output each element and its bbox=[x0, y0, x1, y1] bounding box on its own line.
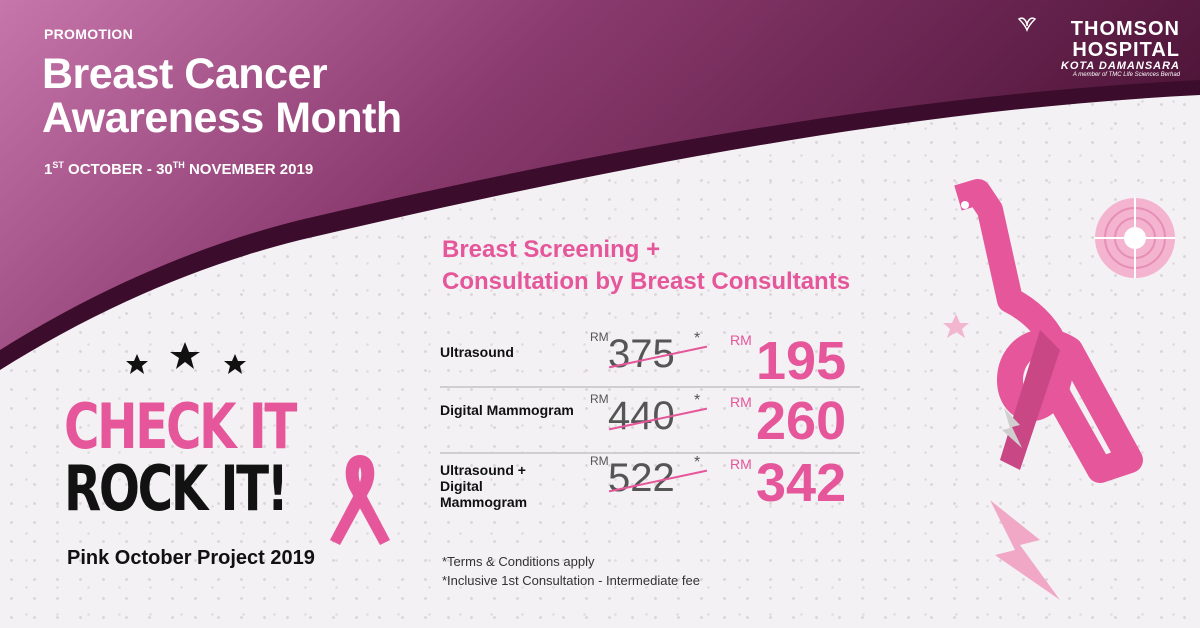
footnote-terms: *Terms & Conditions apply bbox=[442, 554, 595, 569]
new-price: 195 bbox=[756, 331, 847, 391]
header-band bbox=[0, 0, 1200, 370]
campaign-subtitle: Pink October Project 2019 bbox=[67, 547, 315, 569]
new-price: 260 bbox=[756, 391, 847, 451]
footnote-consultation: *Inclusive 1st Consultation - Intermedia… bbox=[442, 573, 700, 588]
date-middle: OCTOBER - 30 bbox=[63, 161, 173, 178]
butterfly-logo-icon bbox=[1017, 17, 1037, 33]
row-divider bbox=[440, 386, 860, 388]
asterisk: * bbox=[694, 330, 701, 347]
check-it-rock-it-logo: CHECK IT ROCK IT! bbox=[64, 396, 297, 520]
new-currency: RM bbox=[730, 456, 752, 472]
price-row: Ultrasound RM 375 * RM 195 bbox=[440, 320, 860, 391]
offer-title-line-2: Consultation by Breast Consultants bbox=[442, 268, 851, 295]
offer-title-line-1: Breast Screening + bbox=[442, 236, 661, 263]
old-currency: RM bbox=[590, 392, 609, 406]
date-start-suffix: ST bbox=[52, 160, 64, 170]
pink-ribbon-icon bbox=[330, 455, 390, 545]
asterisk: * bbox=[694, 392, 701, 409]
promotion-dates: 1ST OCTOBER - 30TH NOVEMBER 2019 bbox=[44, 160, 313, 178]
old-currency: RM bbox=[590, 454, 609, 468]
thomson-hospital-logo: THOMSON HOSPITAL KOTA DAMANSARA A member… bbox=[1010, 18, 1180, 78]
rock-word: ROCK bbox=[64, 452, 208, 525]
price-row: Ultrasound + Digital Mammogram RM 522 * … bbox=[440, 450, 860, 514]
price-row: Digital Mammogram RM 440 * RM 260 bbox=[440, 386, 860, 450]
new-currency: RM bbox=[730, 394, 752, 410]
logo-tagline: A member of TMC Life Sciences Berhad bbox=[1072, 72, 1180, 78]
price-table: Ultrasound RM 375 * RM 195 Digital Mammo… bbox=[440, 320, 860, 514]
row-label: Digital Mammogram bbox=[440, 402, 574, 418]
it-word: IT bbox=[248, 390, 298, 463]
vinyl-record-icon bbox=[1095, 198, 1175, 278]
new-currency: RM bbox=[730, 332, 752, 348]
it-exclaim-word: IT! bbox=[220, 452, 288, 525]
asterisk: * bbox=[694, 454, 701, 471]
star-icon bbox=[943, 314, 969, 338]
logo-line-1: THOMSON bbox=[1070, 18, 1180, 40]
three-stars-icon bbox=[126, 342, 246, 374]
page-title: Breast Cancer Awareness Month bbox=[42, 52, 402, 140]
logo-line-3: KOTA DAMANSARA bbox=[1060, 60, 1180, 72]
check-word: CHECK bbox=[64, 390, 237, 463]
new-price: 342 bbox=[756, 453, 847, 513]
date-start-day: 1 bbox=[44, 161, 53, 178]
title-line-1: Breast Cancer bbox=[42, 50, 328, 98]
logo-line-2: HOSPITAL bbox=[1072, 39, 1180, 61]
lightning-bolt-grey-icon bbox=[1002, 408, 1022, 448]
row-divider bbox=[440, 452, 860, 454]
footnotes: *Terms & Conditions apply *Inclusive 1st… bbox=[442, 552, 700, 590]
offer-title: Breast Screening + Consultation by Breas… bbox=[442, 234, 850, 298]
lightning-bolt-pink-icon bbox=[990, 500, 1060, 600]
title-line-2: Awareness Month bbox=[42, 94, 402, 142]
row-label: Ultrasound + Digital Mammogram bbox=[440, 462, 528, 510]
promotion-label: PROMOTION bbox=[44, 26, 134, 42]
old-currency: RM bbox=[590, 330, 609, 344]
date-end-suffix: TH bbox=[172, 160, 185, 170]
date-end: NOVEMBER 2019 bbox=[184, 161, 314, 178]
row-label: Ultrasound bbox=[440, 344, 514, 360]
